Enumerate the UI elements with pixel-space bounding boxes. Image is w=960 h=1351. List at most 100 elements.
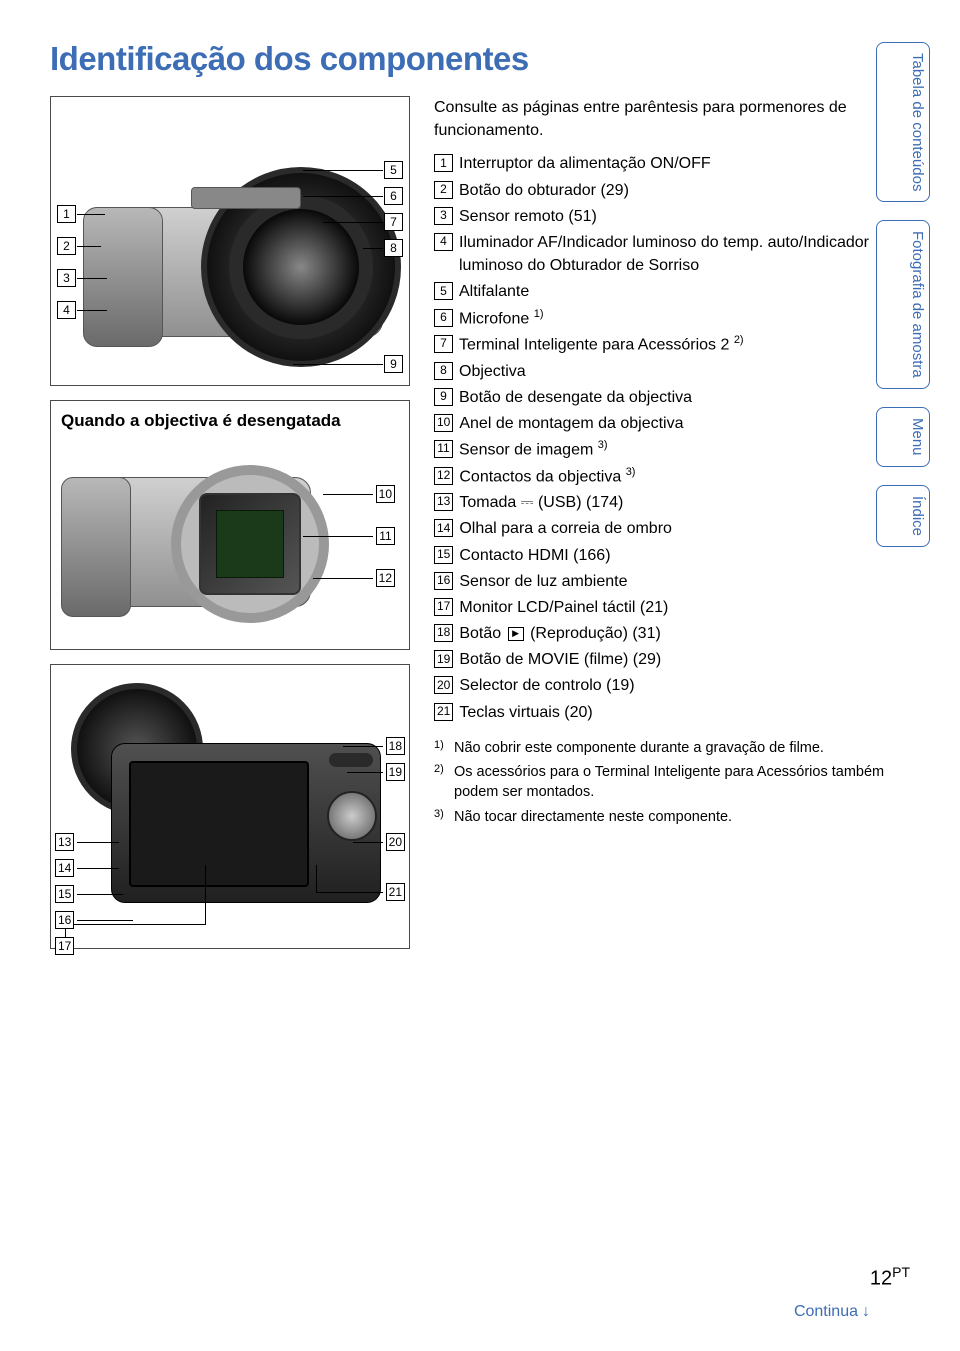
side-tab[interactable]: Tabela de conteúdos [876, 42, 930, 202]
component-number: 7 [434, 335, 453, 353]
component-item: 5 Altifalante [434, 280, 910, 303]
component-number: 18 [434, 624, 453, 642]
component-text: Anel de montagem da objectiva [459, 412, 910, 435]
component-text: Botão ▶ (Reprodução) (31) [459, 622, 910, 645]
footnote-text: Os acessórios para o Terminal Inteligent… [454, 762, 910, 803]
component-text: Sensor de luz ambiente [459, 570, 910, 593]
component-item: 16 Sensor de luz ambiente [434, 570, 910, 593]
component-item: 19 Botão de MOVIE (filme) (29) [434, 648, 910, 671]
callout-2: 2 [57, 237, 76, 255]
callout-15: 15 [55, 885, 74, 903]
component-text: Tomada ⎓ (USB) (174) [459, 491, 910, 514]
figure-2-caption: Quando a objectiva é desengatada [61, 411, 399, 431]
component-list: 1Interruptor da alimentação ON/OFF2Botão… [434, 152, 910, 723]
usb-icon: ⎓ [521, 494, 534, 511]
callout-7: 7 [384, 213, 403, 231]
component-number: 4 [434, 233, 453, 251]
component-text: Botão de MOVIE (filme) (29) [459, 648, 910, 671]
page-number: 12PT [870, 1264, 910, 1291]
component-number: 13 [434, 493, 453, 511]
component-number: 20 [434, 676, 453, 694]
component-item: 2Botão do obturador (29) [434, 179, 910, 202]
footnote-text: Não cobrir este componente durante a gra… [454, 738, 910, 758]
component-number: 5 [434, 282, 453, 300]
component-item: 7Terminal Inteligente para Acessórios 2 … [434, 333, 910, 357]
component-item: 21 Teclas virtuais (20) [434, 701, 910, 724]
component-text: Altifalante [459, 280, 910, 303]
footnotes: 1) Não cobrir este componente durante a g… [434, 738, 910, 827]
component-text: Contacto HDMI (166) [459, 544, 910, 567]
component-text: Interruptor da alimentação ON/OFF [459, 152, 910, 175]
side-tabs: Tabela de conteúdos Fotografia de amostra… [876, 42, 930, 547]
component-text: Selector de controlo (19) [459, 674, 910, 697]
callout-8: 8 [384, 239, 403, 257]
content-row: 1 2 3 4 5 6 7 8 9 Quando a objectiva é d… [50, 96, 910, 949]
component-number: 21 [434, 703, 453, 721]
play-icon: ▶ [508, 627, 524, 641]
side-tab[interactable]: Fotografia de amostra [876, 220, 930, 389]
footnote-mark: 2) [434, 762, 448, 803]
component-number: 17 [434, 598, 453, 616]
component-number: 2 [434, 181, 453, 199]
continue-link[interactable]: Continua↓ [794, 1303, 870, 1321]
component-number: 19 [434, 650, 453, 668]
page-title: Identificação dos componentes [50, 40, 910, 78]
component-number: 16 [434, 572, 453, 590]
footnote: 3) Não tocar directamente neste component… [434, 807, 910, 827]
component-text: Monitor LCD/Painel táctil (21) [459, 596, 910, 619]
callout-14: 14 [55, 859, 74, 877]
component-number: 15 [434, 546, 453, 564]
arrow-down-icon: ↓ [862, 1303, 870, 1321]
component-item: 1Interruptor da alimentação ON/OFF [434, 152, 910, 175]
component-text: Sensor de imagem 3) [459, 438, 910, 462]
component-text: Teclas virtuais (20) [459, 701, 910, 724]
callout-11: 11 [376, 527, 395, 545]
side-tab[interactable]: Menu [876, 407, 930, 467]
component-item: 10 Anel de montagem da objectiva [434, 412, 910, 435]
component-item: 14Olhal para a correia de ombro [434, 517, 910, 540]
callout-18: 18 [386, 737, 405, 755]
component-item: 13 Tomada ⎓ (USB) (174) [434, 491, 910, 514]
component-number: 10 [434, 414, 453, 432]
footnote: 2)Os acessórios para o Terminal Intelige… [434, 762, 910, 803]
callout-6: 6 [384, 187, 403, 205]
callout-16: 16 [55, 911, 74, 929]
component-number: 14 [434, 519, 453, 537]
component-text: Microfone 1) [459, 307, 910, 331]
side-tab[interactable]: Índice [876, 485, 930, 547]
component-item: 18 Botão ▶ (Reprodução) (31) [434, 622, 910, 645]
footnote-text: Não tocar directamente neste componente. [454, 807, 910, 827]
callout-20: 20 [386, 833, 405, 851]
component-number: 9 [434, 388, 453, 406]
component-text: Sensor remoto (51) [459, 205, 910, 228]
callout-9: 9 [384, 355, 403, 373]
component-text: Objectiva [459, 360, 910, 383]
footnote-mark: 3) [434, 807, 448, 827]
component-number: 11 [434, 440, 453, 458]
callout-10: 10 [376, 485, 395, 503]
component-text: Botão de desengate da objectiva [459, 386, 910, 409]
callout-21: 21 [386, 883, 405, 901]
callout-4: 4 [57, 301, 76, 319]
component-item: 4Iluminador AF/Indicador luminoso do tem… [434, 231, 910, 277]
callout-19: 19 [386, 763, 405, 781]
component-item: 9 Botão de desengate da objectiva [434, 386, 910, 409]
component-number: 12 [434, 467, 453, 485]
figure-front-view: 1 2 3 4 5 6 7 8 9 [50, 96, 410, 386]
description-column: Consulte as páginas entre parêntesis par… [434, 96, 910, 949]
footnote-mark: 1) [434, 738, 448, 758]
component-number: 6 [434, 309, 453, 327]
callout-1: 1 [57, 205, 76, 223]
figure-back-view: 13 14 15 16 17 18 19 20 21 [50, 664, 410, 949]
callout-12: 12 [376, 569, 395, 587]
component-item: 12 Contactos da objectiva 3) [434, 465, 910, 489]
component-item: 6 Microfone 1) [434, 307, 910, 331]
figures-column: 1 2 3 4 5 6 7 8 9 Quando a objectiva é d… [50, 96, 410, 949]
component-number: 3 [434, 207, 453, 225]
component-item: 11 Sensor de imagem 3) [434, 438, 910, 462]
intro-text: Consulte as páginas entre parêntesis par… [434, 96, 910, 142]
component-item: 15 Contacto HDMI (166) [434, 544, 910, 567]
footnote: 1) Não cobrir este componente durante a g… [434, 738, 910, 758]
component-text: Contactos da objectiva 3) [459, 465, 910, 489]
component-item: 8Objectiva [434, 360, 910, 383]
